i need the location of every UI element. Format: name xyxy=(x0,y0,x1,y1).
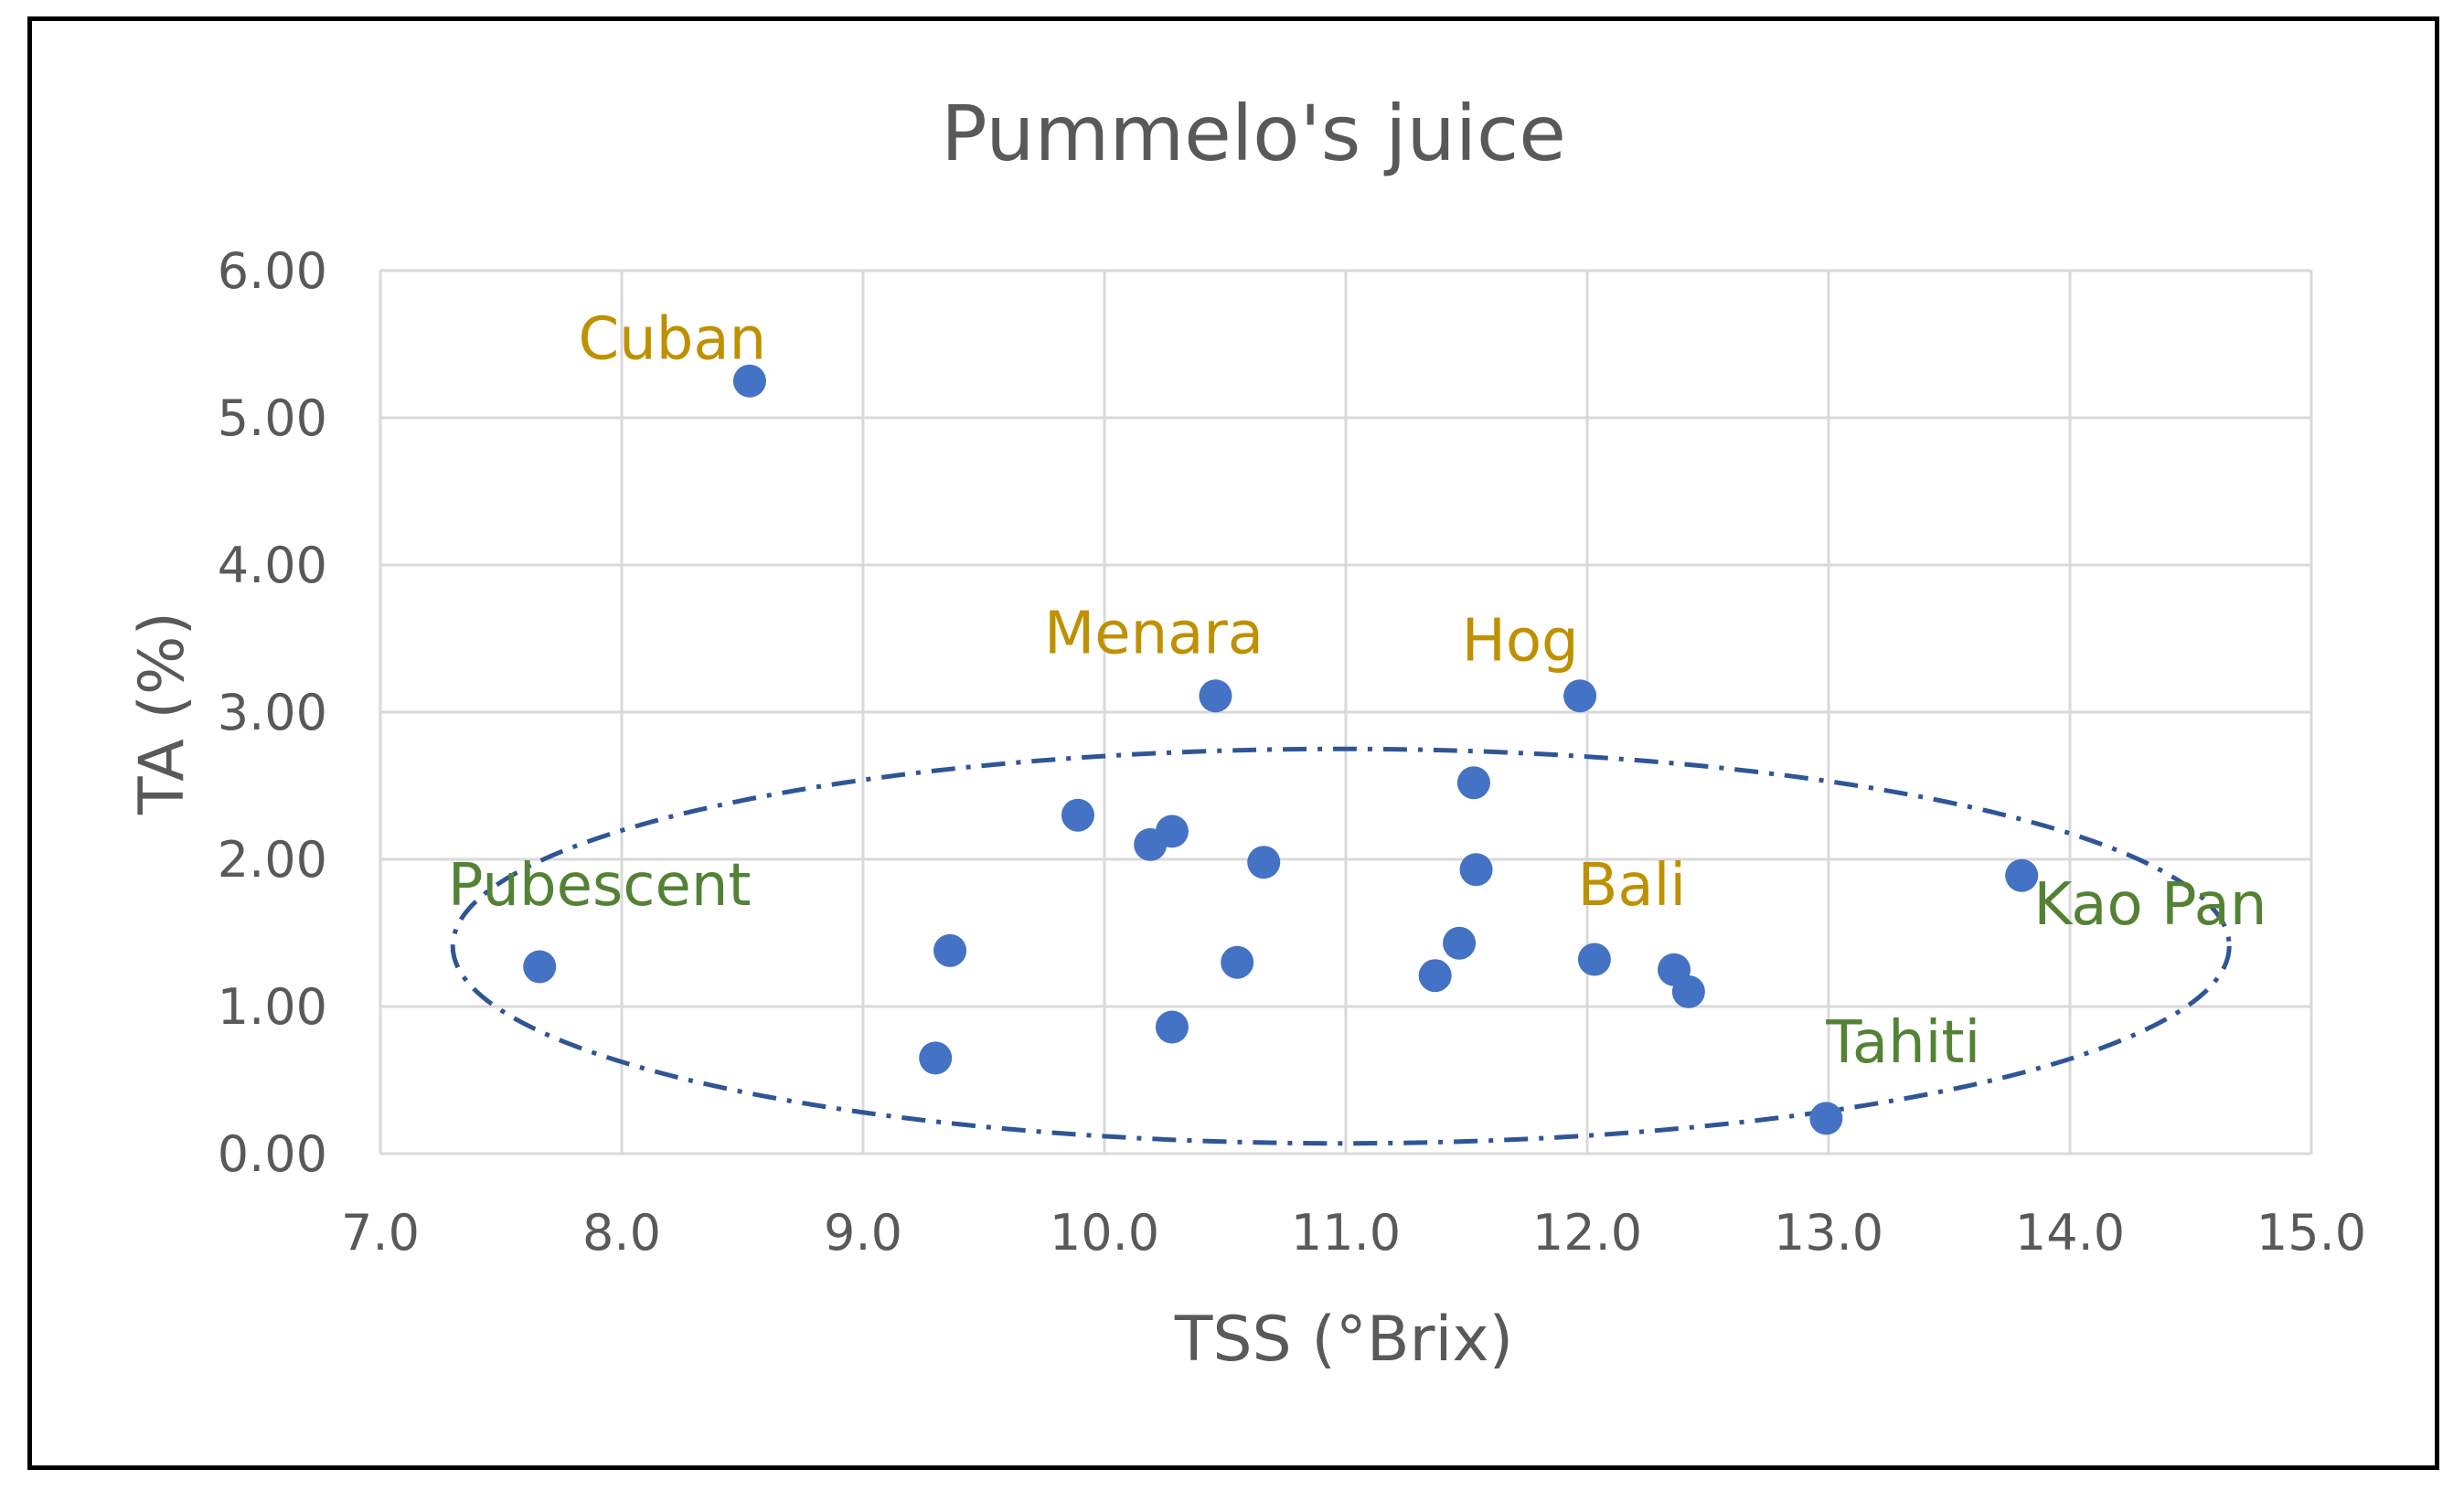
data-point xyxy=(732,364,766,398)
point-annotation: Menara xyxy=(1044,601,1264,668)
y-tick-label: 6.00 xyxy=(218,242,327,300)
data-points xyxy=(523,364,2039,1135)
y-tick-label: 3.00 xyxy=(218,684,327,741)
y-axis-ticks: 0.00 1.00 2.00 3.00 4.00 5.00 6.00 xyxy=(218,242,327,1183)
data-point xyxy=(1247,846,1281,879)
point-annotation: Hog xyxy=(1462,608,1579,676)
data-point xyxy=(1155,1010,1189,1044)
x-axis-ticks: 7.0 8.0 9.0 10.0 11.0 12.0 13.0 14.0 15.0 xyxy=(341,1204,2366,1262)
x-tick-label: 9.0 xyxy=(824,1204,902,1262)
data-point xyxy=(1443,926,1477,960)
gridlines xyxy=(379,269,2313,1156)
data-point xyxy=(1563,679,1597,713)
x-tick-label: 11.0 xyxy=(1291,1204,1401,1262)
y-tick-label: 0.00 xyxy=(218,1125,327,1183)
y-axis-title: TA (%) xyxy=(126,612,198,815)
point-annotation: Pubescent xyxy=(448,852,752,920)
x-axis-title: TSS (°Brix) xyxy=(1174,1304,1513,1376)
x-tick-label: 14.0 xyxy=(2015,1204,2125,1262)
y-tick-label: 2.00 xyxy=(218,831,327,889)
point-annotation: Cuban xyxy=(578,306,766,374)
x-tick-label: 12.0 xyxy=(1532,1204,1642,1262)
data-point xyxy=(1221,945,1254,979)
point-annotation: Tahiti xyxy=(1825,1009,1980,1077)
data-point xyxy=(919,1041,953,1075)
data-point xyxy=(933,933,967,967)
y-tick-label: 5.00 xyxy=(218,389,327,447)
data-point xyxy=(1456,766,1490,800)
x-tick-label: 8.0 xyxy=(582,1204,661,1262)
y-tick-label: 1.00 xyxy=(218,978,327,1036)
data-point xyxy=(1809,1102,1843,1135)
chart-title: Pummelo's juice xyxy=(941,89,1566,178)
data-point xyxy=(1199,679,1232,713)
data-point xyxy=(1459,853,1493,887)
cluster-ellipse xyxy=(450,746,2232,1146)
data-point xyxy=(1577,943,1611,976)
point-annotation: Kao Pan xyxy=(2033,871,2267,939)
data-point xyxy=(1061,798,1094,832)
data-point xyxy=(2005,858,2039,892)
x-tick-label: 15.0 xyxy=(2256,1204,2366,1262)
chart-frame xyxy=(27,16,2439,1470)
data-point xyxy=(1671,974,1705,1008)
x-tick-label: 7.0 xyxy=(341,1204,420,1262)
cluster-ellipse-layer xyxy=(450,746,2232,1146)
x-tick-label: 10.0 xyxy=(1050,1204,1159,1262)
point-annotation: Bali xyxy=(1577,852,1686,920)
data-point xyxy=(1418,959,1452,993)
y-tick-label: 4.00 xyxy=(218,537,327,594)
x-tick-label: 13.0 xyxy=(1774,1204,1883,1262)
point-annotations: Cuban Menara Hog Bali Pubescent Kao Pan Tahiti xyxy=(448,306,2267,1078)
data-point xyxy=(1155,815,1189,848)
data-point xyxy=(523,950,557,984)
